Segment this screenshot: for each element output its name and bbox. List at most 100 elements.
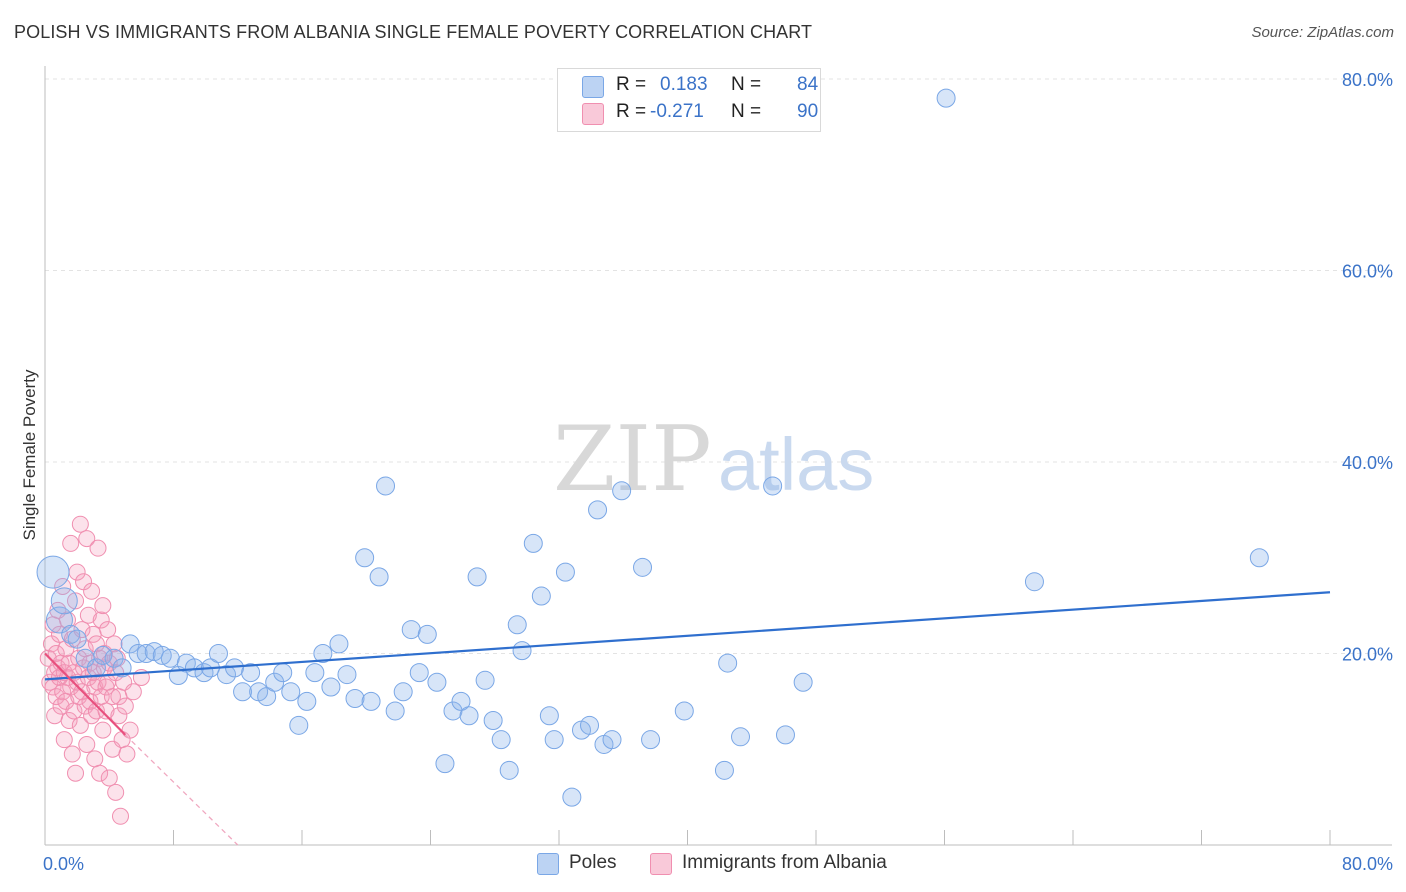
poles-point <box>67 629 87 649</box>
poles-n-label: N = <box>731 74 762 95</box>
y-axis-label: Single Female Poverty <box>20 369 39 541</box>
poles-point <box>321 677 341 697</box>
poles-point <box>93 645 113 665</box>
albania-point <box>83 582 101 600</box>
poles-point <box>435 754 455 774</box>
albania-point <box>70 649 88 667</box>
poles-trend-line <box>44 591 1331 681</box>
poles-point <box>120 634 140 654</box>
poles-point <box>401 620 421 640</box>
poles-point <box>580 715 600 735</box>
poles-point <box>641 730 661 750</box>
poles-point <box>289 715 309 735</box>
poles-point <box>1249 548 1269 568</box>
albania-point <box>121 721 139 739</box>
albania-point <box>62 534 80 552</box>
y-tick-label: 20.0% <box>1342 645 1393 665</box>
albania-point <box>47 645 65 662</box>
albania-point <box>116 697 134 715</box>
albania-point <box>92 611 110 629</box>
poles-n-value: 84 <box>797 74 819 95</box>
poles-point <box>451 691 471 711</box>
poles-point <box>731 727 751 747</box>
y-tick-label: 80.0% <box>1342 70 1393 90</box>
poles-point <box>612 481 632 501</box>
poles-point <box>936 88 956 108</box>
poles-point <box>555 562 575 582</box>
poles-point <box>257 687 277 707</box>
legend-label-poles: Poles <box>569 852 617 873</box>
poles-point <box>36 555 70 589</box>
albania-point <box>76 697 94 715</box>
albania-n-label: N = <box>731 101 762 122</box>
albania-point <box>54 577 72 595</box>
poles-point <box>217 665 237 685</box>
poles-point <box>793 672 813 692</box>
poles-point <box>376 476 396 496</box>
chart-title: POLISH VS IMMIGRANTS FROM ALBANIA SINGLE… <box>14 22 813 42</box>
poles-point <box>523 533 543 553</box>
poles-point <box>507 615 527 635</box>
poles-point <box>128 644 148 663</box>
poles-point <box>104 648 124 668</box>
stats-box: R = 0.183 N = 84 R = -0.271 N = 90 <box>557 68 821 132</box>
poles-points <box>36 88 1269 807</box>
poles-point <box>499 760 519 780</box>
albania-point <box>63 745 81 763</box>
poles-point <box>241 663 261 683</box>
poles-point <box>50 587 78 615</box>
albania-point <box>50 625 68 643</box>
poles-point <box>1024 572 1044 592</box>
albania-point <box>103 688 121 706</box>
trend-lines <box>44 591 1331 846</box>
poles-r-label: R = <box>616 74 647 95</box>
albania-point <box>91 764 109 782</box>
albania-point <box>99 621 117 639</box>
albania-point <box>94 721 112 739</box>
watermark-zip: ZIP <box>553 407 712 512</box>
poles-point <box>160 648 180 668</box>
poles-point <box>483 711 503 731</box>
poles-point <box>602 730 622 750</box>
poles-point <box>393 682 413 702</box>
albania-point <box>78 735 96 753</box>
watermark-atlas: atlas <box>718 423 874 506</box>
poles-point <box>329 634 349 654</box>
albania-point <box>55 731 73 749</box>
poles-point <box>305 663 325 683</box>
poles-point <box>459 706 479 726</box>
albania-point <box>71 515 89 533</box>
legend-label-albania: Immigrants from Albania <box>682 852 887 873</box>
poles-point <box>775 725 795 745</box>
albania-point <box>110 707 128 725</box>
albania-point <box>67 764 85 782</box>
poles-swatch <box>582 76 604 98</box>
albania-n-value: 90 <box>797 101 819 122</box>
albania-r-value: -0.271 <box>650 101 704 122</box>
poles-r-value: 0.183 <box>660 74 708 95</box>
poles-point <box>475 670 495 690</box>
poles-point <box>562 787 582 807</box>
albania-point <box>100 769 118 787</box>
y-tick-labels: 20.0% 40.0% 60.0% 80.0% <box>1342 70 1393 665</box>
albania-point <box>94 597 112 615</box>
albania-point <box>124 683 142 701</box>
poles-point <box>369 567 389 587</box>
albania-point <box>89 539 107 557</box>
poles-point <box>633 557 653 577</box>
albania-swatch <box>582 103 604 125</box>
albania-point <box>78 530 96 548</box>
albania-point <box>79 606 97 624</box>
albania-point <box>89 673 107 691</box>
albania-point <box>118 745 136 763</box>
albania-point <box>107 783 125 801</box>
axes <box>44 66 1392 846</box>
poles-point <box>385 701 405 721</box>
poles-point <box>361 691 381 711</box>
albania-point <box>111 807 129 825</box>
albania-point <box>67 592 85 610</box>
poles-point <box>265 672 285 692</box>
poles-point <box>297 691 317 711</box>
poles-point <box>491 730 511 750</box>
